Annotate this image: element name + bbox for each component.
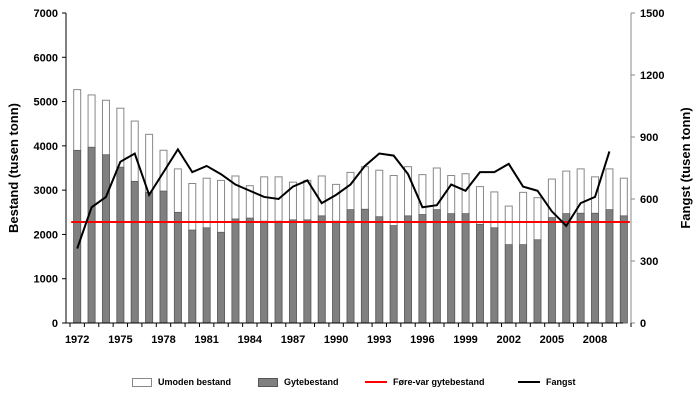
tick-label-x-1972: 1972: [65, 334, 89, 346]
bar-gyte-2005: [548, 217, 556, 324]
bar-gyte-1981: [202, 227, 211, 324]
bar-gyte-1990: [332, 220, 340, 324]
tick-label-x-1996: 1996: [410, 334, 434, 346]
bar-gyte-1989: [317, 215, 326, 324]
tick-label-x-2005: 2005: [540, 334, 564, 346]
legend-label-fore-var: Føre-var gytebestand: [393, 377, 485, 387]
bar-gyte-2008: [591, 212, 599, 324]
bar-gyte-1983: [231, 218, 240, 324]
bar-gyte-1973: [87, 146, 96, 324]
bar-gyte-2010: [619, 215, 628, 324]
bar-gyte-1975: [116, 166, 125, 324]
bar-gyte-1987: [289, 219, 297, 324]
tick-label-x-1987: 1987: [281, 334, 305, 346]
legend-swatch-fore-var: [365, 381, 387, 383]
bar-gyte-2004: [533, 239, 542, 324]
legend-label-gyte: Gytebestand: [284, 377, 339, 387]
bar-gyte-1978: [159, 190, 168, 324]
tick-label-right-600: 600: [640, 194, 658, 206]
bar-gyte-1988: [303, 219, 312, 324]
bar-gyte-2009: [605, 209, 614, 324]
bar-gyte-1999: [461, 213, 470, 324]
tick-label-left-1000: 1000: [34, 274, 58, 286]
bar-gyte-1976: [130, 180, 139, 324]
bar-gyte-1992: [361, 208, 369, 324]
tick-label-x-1981: 1981: [194, 334, 218, 346]
bar-gyte-1991: [346, 209, 355, 324]
tick-label-x-1999: 1999: [453, 334, 477, 346]
bar-gyte-2006: [562, 213, 571, 324]
tick-label-left-5000: 5000: [34, 97, 58, 109]
bar-gyte-1997: [432, 209, 441, 324]
legend-fangst: Fangst: [518, 377, 576, 387]
tick-label-right-0: 0: [640, 318, 646, 330]
bar-gyte-2001: [490, 227, 499, 324]
bar-gyte-2007: [576, 212, 585, 324]
tick-label-x-1978: 1978: [151, 334, 175, 346]
tick-label-right-900: 900: [640, 132, 658, 144]
y-label-left: Bestand (tusen tonn): [6, 103, 21, 233]
tick-label-left-4000: 4000: [34, 141, 58, 153]
legend-umoden: Umoden bestand: [132, 377, 231, 387]
y-label-right: Fangst (tusen tonn): [678, 107, 693, 228]
tick-label-left-6000: 6000: [34, 52, 58, 64]
bar-gyte-1995: [404, 215, 412, 324]
tick-label-x-1993: 1993: [367, 334, 391, 346]
tick-label-right-300: 300: [640, 256, 658, 268]
fangst-line: [76, 147, 611, 249]
bar-gyte-1985: [260, 220, 269, 324]
tick-label-left-3000: 3000: [34, 185, 58, 197]
tick-label-right-1500: 1500: [640, 8, 664, 20]
bar-gyte-1998: [447, 213, 456, 324]
tick-label-x-2002: 2002: [496, 334, 520, 346]
bar-gyte-2002: [504, 244, 513, 324]
tick-label-right-1200: 1200: [640, 70, 664, 82]
legend: Umoden bestand Gytebestand Føre-var gyte…: [0, 377, 700, 393]
bar-gyte-1980: [188, 229, 197, 324]
bar-gyte-2003: [519, 244, 527, 324]
tick-label-x-1990: 1990: [324, 334, 348, 346]
bar-gyte-1994: [389, 225, 398, 324]
legend-swatch-umoden: [132, 377, 152, 387]
bar-gyte-1979: [174, 211, 182, 324]
legend-fore-var: Føre-var gytebestand: [365, 377, 485, 387]
tick-label-x-1975: 1975: [108, 334, 132, 346]
legend-label-fangst: Fangst: [546, 377, 576, 387]
bar-gyte-1996: [418, 214, 427, 324]
bar-gyte-1974: [102, 154, 110, 324]
bar-gyte-1977: [145, 192, 153, 324]
tick-label-left-0: 0: [52, 318, 58, 330]
bar-gyte-1982: [217, 231, 225, 324]
bar-gyte-2000: [476, 223, 484, 324]
bar-gyte-1993: [375, 216, 384, 324]
tick-label-left-7000: 7000: [34, 8, 58, 20]
legend-gyte: Gytebestand: [258, 377, 339, 387]
tick-label-x-2008: 2008: [583, 334, 607, 346]
bar-gyte-1986: [274, 220, 283, 324]
legend-swatch-gyte: [258, 377, 278, 387]
bar-gyte-1972: [73, 149, 82, 324]
tick-label-left-2000: 2000: [34, 229, 58, 241]
bar-gyte-1984: [245, 217, 254, 324]
legend-swatch-fangst: [518, 381, 540, 383]
legend-label-umoden: Umoden bestand: [158, 377, 232, 387]
tick-label-x-1984: 1984: [238, 334, 263, 346]
